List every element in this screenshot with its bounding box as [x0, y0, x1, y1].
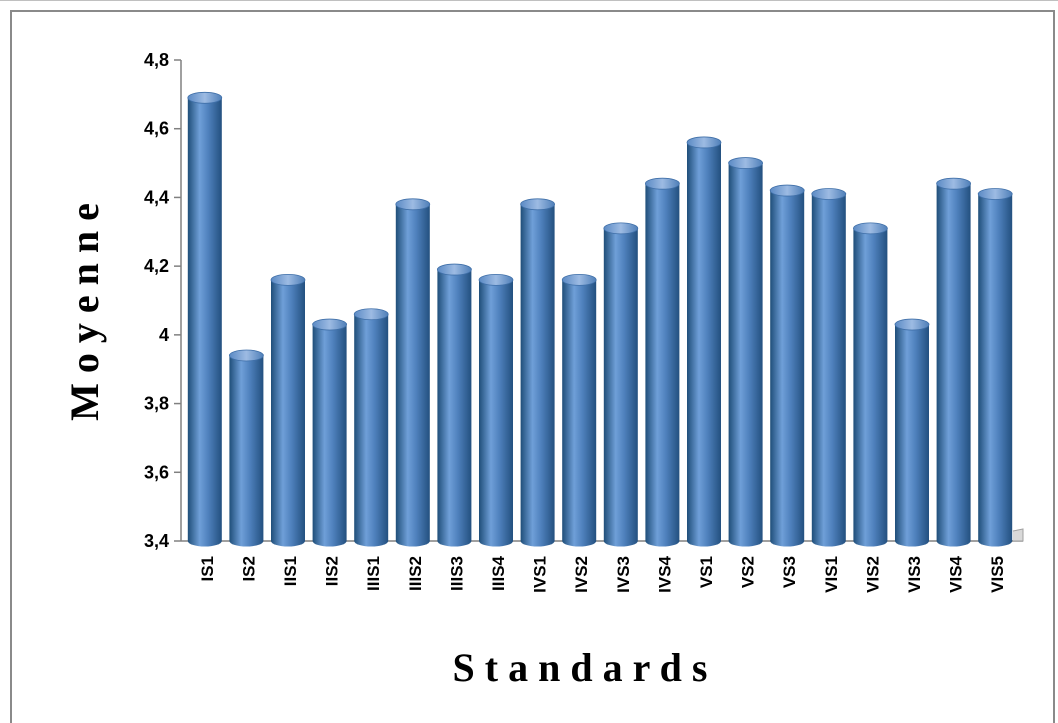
- bar-top: [228, 349, 264, 362]
- bar: [561, 273, 597, 547]
- bar-body: [395, 204, 430, 547]
- bar: [353, 308, 389, 547]
- bar-body: [187, 97, 222, 547]
- x-category-label: IS1: [198, 556, 217, 582]
- x-category-label: IVS2: [572, 556, 591, 593]
- bar-body: [687, 142, 721, 547]
- bar: [312, 318, 348, 547]
- bar: [478, 273, 514, 547]
- x-category-label: VIS3: [905, 556, 924, 593]
- bar-body: [479, 279, 513, 547]
- bar-body: [562, 279, 597, 547]
- bar-top: [936, 177, 971, 190]
- x-category-label: VIS1: [822, 556, 841, 593]
- x-axis-title: S t a n d a r d s: [453, 645, 708, 690]
- x-category-label: IVS4: [655, 555, 674, 592]
- y-tick-label: 4,2: [144, 256, 169, 276]
- bar: [728, 157, 763, 547]
- y-tick-label: 4,8: [144, 50, 169, 70]
- x-category-label: VS1: [697, 556, 716, 588]
- bar-top: [977, 188, 1013, 200]
- x-category-label: VIS2: [863, 556, 882, 593]
- bar: [436, 263, 472, 547]
- bar-top: [312, 318, 348, 331]
- bar-top: [853, 222, 888, 235]
- bar-top: [270, 273, 306, 286]
- bar-body: [354, 314, 389, 547]
- y-tick-label: 4,4: [144, 187, 169, 207]
- bar: [520, 198, 555, 547]
- bar-top: [561, 273, 597, 286]
- bar-top: [520, 198, 555, 211]
- bar-body: [936, 183, 971, 547]
- bar-top: [353, 308, 389, 321]
- x-category-label: IIS2: [323, 556, 342, 586]
- bar-top: [187, 91, 223, 104]
- bar: [270, 273, 306, 547]
- bar-top: [436, 263, 472, 276]
- bar: [228, 349, 264, 547]
- x-category-label: IIIS2: [406, 556, 425, 591]
- y-tick-label: 4: [159, 325, 169, 345]
- bar-body: [853, 228, 888, 547]
- bar-top: [645, 177, 680, 190]
- bar-top: [894, 318, 930, 331]
- y-tick-labels: 3,4 3,6 3,8 4 4,2 4,4 4,6 4,8: [144, 50, 169, 551]
- x-category-label: IS2: [239, 556, 258, 582]
- bar: [977, 188, 1013, 547]
- bar-body: [770, 190, 805, 547]
- bar: [686, 136, 722, 547]
- bar-body: [271, 279, 305, 547]
- bar-body: [603, 228, 638, 547]
- bars-group: [187, 91, 1013, 547]
- bar-body: [229, 355, 264, 547]
- bar: [395, 198, 431, 547]
- x-category-label: IVS1: [531, 556, 550, 593]
- bar-top: [603, 222, 639, 235]
- bar: [936, 177, 971, 547]
- y-axis-title: M o y e n n e: [62, 203, 107, 421]
- floor-edge: [1012, 528, 1024, 542]
- x-category-label: VS2: [739, 556, 758, 588]
- y-tick-label: 4,6: [144, 119, 169, 139]
- x-category-label: IIS1: [281, 556, 300, 586]
- bar: [811, 188, 847, 547]
- y-tick-label: 3,4: [144, 531, 169, 551]
- bar: [853, 222, 888, 547]
- x-category-label: VS3: [780, 556, 799, 588]
- bar-top: [769, 184, 805, 197]
- x-category-label: IVS3: [614, 556, 633, 593]
- bar-body: [978, 193, 1013, 547]
- chart-border: [10, 10, 1055, 723]
- x-category-labels: IS1 IS2 IIS1 IIS2 IIIS1 IIIS2 IIIS3 IIIS4 IVS1 IV…: [198, 555, 1007, 592]
- bar-body: [895, 324, 929, 547]
- bar: [769, 184, 805, 547]
- bar-body: [437, 269, 472, 547]
- bar-top: [478, 273, 514, 286]
- bar-body: [728, 163, 763, 547]
- bar: [894, 318, 930, 547]
- x-category-label: IIIS3: [447, 556, 466, 591]
- x-category-label: IIIS1: [364, 556, 383, 591]
- bar-body: [811, 193, 846, 547]
- bar-top: [395, 198, 431, 211]
- bar-top: [811, 188, 847, 200]
- bar-top: [728, 157, 763, 169]
- bar: [187, 91, 223, 547]
- bar-top: [686, 136, 722, 149]
- bar: [645, 177, 680, 547]
- x-category-label: VIS5: [988, 556, 1007, 593]
- y-tick-label: 3,6: [144, 462, 169, 482]
- y-tick-label: 3,8: [144, 394, 169, 414]
- bar-body: [520, 204, 555, 547]
- top-rule: [0, 0, 1058, 1]
- x-category-label: VIS4: [947, 555, 966, 592]
- bar-body: [312, 324, 347, 547]
- bar: [603, 222, 639, 547]
- x-category-label: IIIS4: [489, 555, 508, 591]
- bar-body: [645, 183, 680, 547]
